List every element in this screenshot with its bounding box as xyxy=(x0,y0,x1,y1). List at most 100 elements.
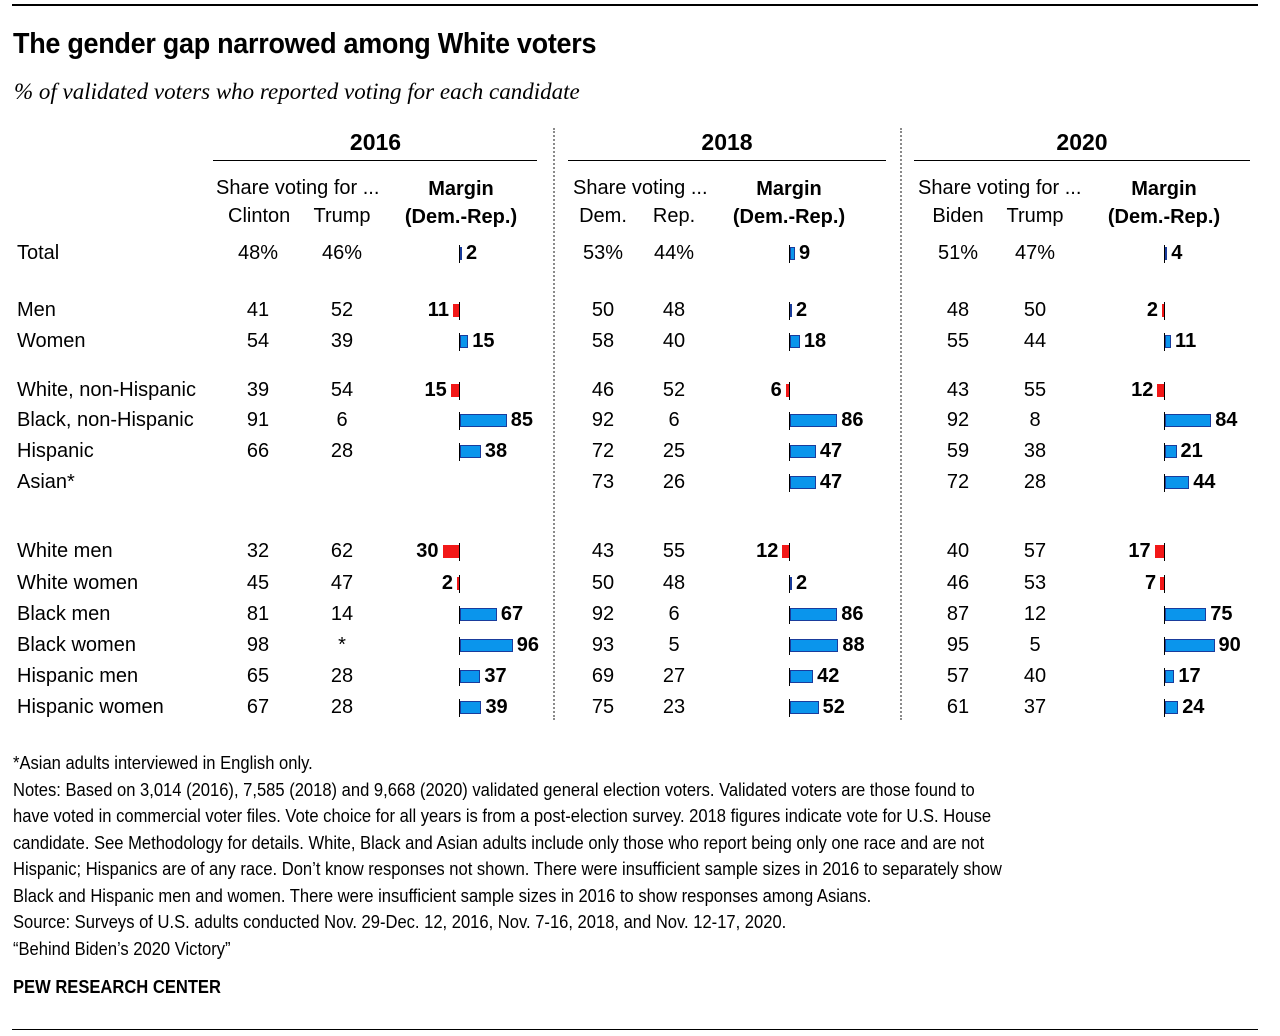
margin-axis xyxy=(1164,699,1165,717)
margin-value: 47 xyxy=(819,440,843,462)
rep-share-value: 5 xyxy=(1029,634,1041,656)
margin-value: 6 xyxy=(770,379,782,401)
margin-bar-dem xyxy=(460,670,481,683)
margin-axis xyxy=(459,543,460,561)
dem-share-value: 72 xyxy=(946,471,970,493)
rep-share-value: 55 xyxy=(662,540,686,562)
dem-share-value: 92 xyxy=(591,409,615,431)
rep-share-value: 5 xyxy=(668,634,680,656)
rep-share-value: 44% xyxy=(653,242,695,264)
rep-share-value: 47 xyxy=(330,572,354,594)
margin-value: 2 xyxy=(796,299,808,321)
margin-axis xyxy=(1164,245,1165,263)
dem-share-value: 81 xyxy=(246,603,270,625)
rep-share-value: 53 xyxy=(1023,572,1047,594)
dem-share-value: 92 xyxy=(946,409,970,431)
rep-share-value: 26 xyxy=(662,471,686,493)
dem-share-value: 55 xyxy=(946,330,970,352)
rep-share-value: 50 xyxy=(1023,299,1047,321)
margin-bar-dem xyxy=(1165,445,1177,458)
margin-value: 4 xyxy=(1171,242,1183,264)
margin-axis xyxy=(459,382,460,400)
methodology-note: have voted in commercial voter files. Vo… xyxy=(13,806,992,826)
dem-share-value: 43 xyxy=(946,379,970,401)
row-label: Black, non-Hispanic xyxy=(17,409,194,431)
margin-bar-dem xyxy=(790,639,839,652)
brand-label: PEW RESEARCH CENTER xyxy=(13,977,221,997)
margin-axis xyxy=(789,606,790,624)
margin-bar-dem xyxy=(460,608,497,621)
margin-value: 96 xyxy=(516,634,540,656)
margin-value: 15 xyxy=(424,379,447,401)
margin-bar-dem xyxy=(1165,335,1172,348)
margin-value: 84 xyxy=(1215,409,1238,431)
margin-bar-rep xyxy=(1160,577,1164,590)
year-underline xyxy=(568,160,886,161)
margin-value: 47 xyxy=(819,471,843,493)
margin-axis xyxy=(789,412,790,430)
margin-value: 24 xyxy=(1182,696,1205,718)
margin-bar-dem xyxy=(790,701,819,714)
rep-share-value: 55 xyxy=(1023,379,1047,401)
margin-axis xyxy=(459,637,460,655)
margin-bar-dem xyxy=(1165,414,1212,427)
margin-value: 85 xyxy=(510,409,533,431)
margin-value: 15 xyxy=(472,330,495,352)
rep-share-value: 6 xyxy=(668,603,680,625)
rep-share-value: 38 xyxy=(1023,440,1047,462)
top-rule xyxy=(12,4,1258,6)
dem-share-value: 59 xyxy=(946,440,970,462)
margin-bar-dem xyxy=(790,335,800,348)
share-header: Share voting for ... xyxy=(216,177,380,199)
margin-bar-rep xyxy=(457,577,459,590)
margin-bar-dem xyxy=(1165,247,1168,260)
rep-candidate-header: Rep. xyxy=(652,205,696,227)
rep-share-value: 14 xyxy=(330,603,354,625)
rep-share-value: 28 xyxy=(330,440,354,462)
margin-bar-dem xyxy=(790,247,795,260)
year-underline xyxy=(213,160,537,161)
margin-axis xyxy=(1164,474,1165,492)
margin-axis xyxy=(1164,302,1165,320)
dem-share-value: 65 xyxy=(246,665,270,687)
row-label: Hispanic men xyxy=(17,665,139,687)
methodology-note: Black and Hispanic men and women. There … xyxy=(13,886,872,906)
margin-bar-rep xyxy=(782,545,789,558)
dem-share-value: 43 xyxy=(591,540,615,562)
dem-share-value: 54 xyxy=(246,330,270,352)
margin-bar-dem xyxy=(460,701,482,714)
dem-share-value: 57 xyxy=(946,665,970,687)
margin-axis xyxy=(1164,443,1165,461)
share-header: Share voting ... xyxy=(573,177,708,199)
margin-bar-dem xyxy=(460,445,481,458)
margin-bar-dem xyxy=(790,304,792,317)
dem-share-value: 95 xyxy=(946,634,970,656)
margin-axis xyxy=(789,543,790,561)
margin-bar-dem xyxy=(460,335,469,348)
margin-bar-rep xyxy=(1154,545,1164,558)
rep-share-value: 37 xyxy=(1023,696,1047,718)
dem-share-value: 72 xyxy=(591,440,615,462)
row-label: Asian* xyxy=(17,471,75,493)
year-underline xyxy=(914,160,1250,161)
methodology-note: Notes: Based on 3,014 (2016), 7,585 (201… xyxy=(13,780,975,800)
methodology-note: Hispanic; Hispanics are of any race. Don… xyxy=(13,859,1002,879)
dem-share-value: 67 xyxy=(246,696,270,718)
margin-value: 17 xyxy=(1128,540,1151,562)
margin-value: 86 xyxy=(841,409,864,431)
rep-share-value: 57 xyxy=(1023,540,1047,562)
margin-value: 88 xyxy=(842,634,865,656)
row-label: Hispanic women xyxy=(17,696,164,718)
margin-axis xyxy=(789,333,790,351)
margin-bar-dem xyxy=(790,445,816,458)
rep-share-value: 52 xyxy=(330,299,354,321)
margin-bar-rep xyxy=(442,545,459,558)
chart-title: The gender gap narrowed among White vote… xyxy=(13,28,597,60)
margin-bar-rep xyxy=(1157,384,1164,397)
margin-axis xyxy=(789,245,790,263)
dem-share-value: 51% xyxy=(937,242,979,264)
source-note: Source: Surveys of U.S. adults conducted… xyxy=(13,912,787,932)
margin-header: Margin xyxy=(428,178,494,200)
margin-axis xyxy=(789,443,790,461)
margin-axis xyxy=(1164,333,1165,351)
